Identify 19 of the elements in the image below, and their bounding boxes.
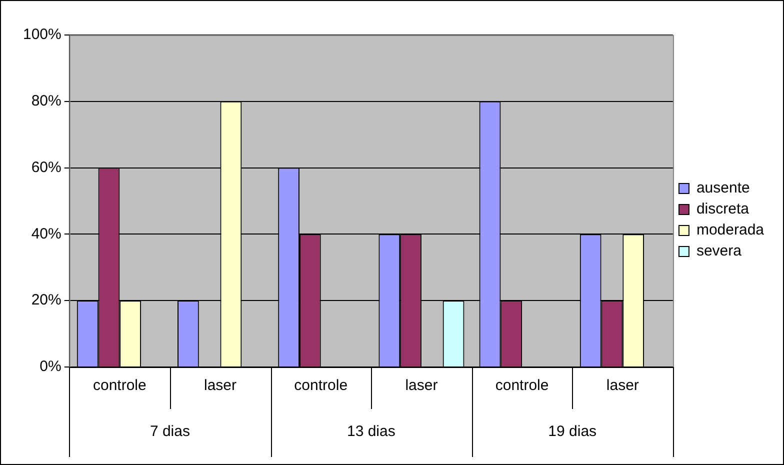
y-tick-label: 20%	[31, 292, 62, 309]
y-tick-label: 0%	[40, 358, 62, 376]
legend-label: discreta	[696, 200, 750, 218]
x-tick-label: laser	[204, 377, 237, 394]
y-tick-label: 60%	[31, 158, 62, 176]
y-tick-label: 80%	[31, 92, 62, 110]
legend-label: ausente	[696, 180, 750, 197]
x-tick-label: controle	[495, 377, 549, 394]
x-tick-label: controle	[92, 377, 146, 394]
legend-label: severa	[696, 242, 742, 260]
text: 19 dias	[548, 423, 597, 440]
text: 13 dias	[346, 423, 396, 440]
x-tick-label: laser	[606, 377, 639, 394]
x-tick-label: controle	[294, 377, 348, 394]
text: 7 dias	[150, 423, 190, 440]
x-tick-label: laser	[405, 377, 438, 394]
y-tick-label: 40%	[31, 225, 62, 242]
legend-label: moderada	[696, 222, 765, 239]
y-tick-label: 100%	[22, 26, 62, 44]
